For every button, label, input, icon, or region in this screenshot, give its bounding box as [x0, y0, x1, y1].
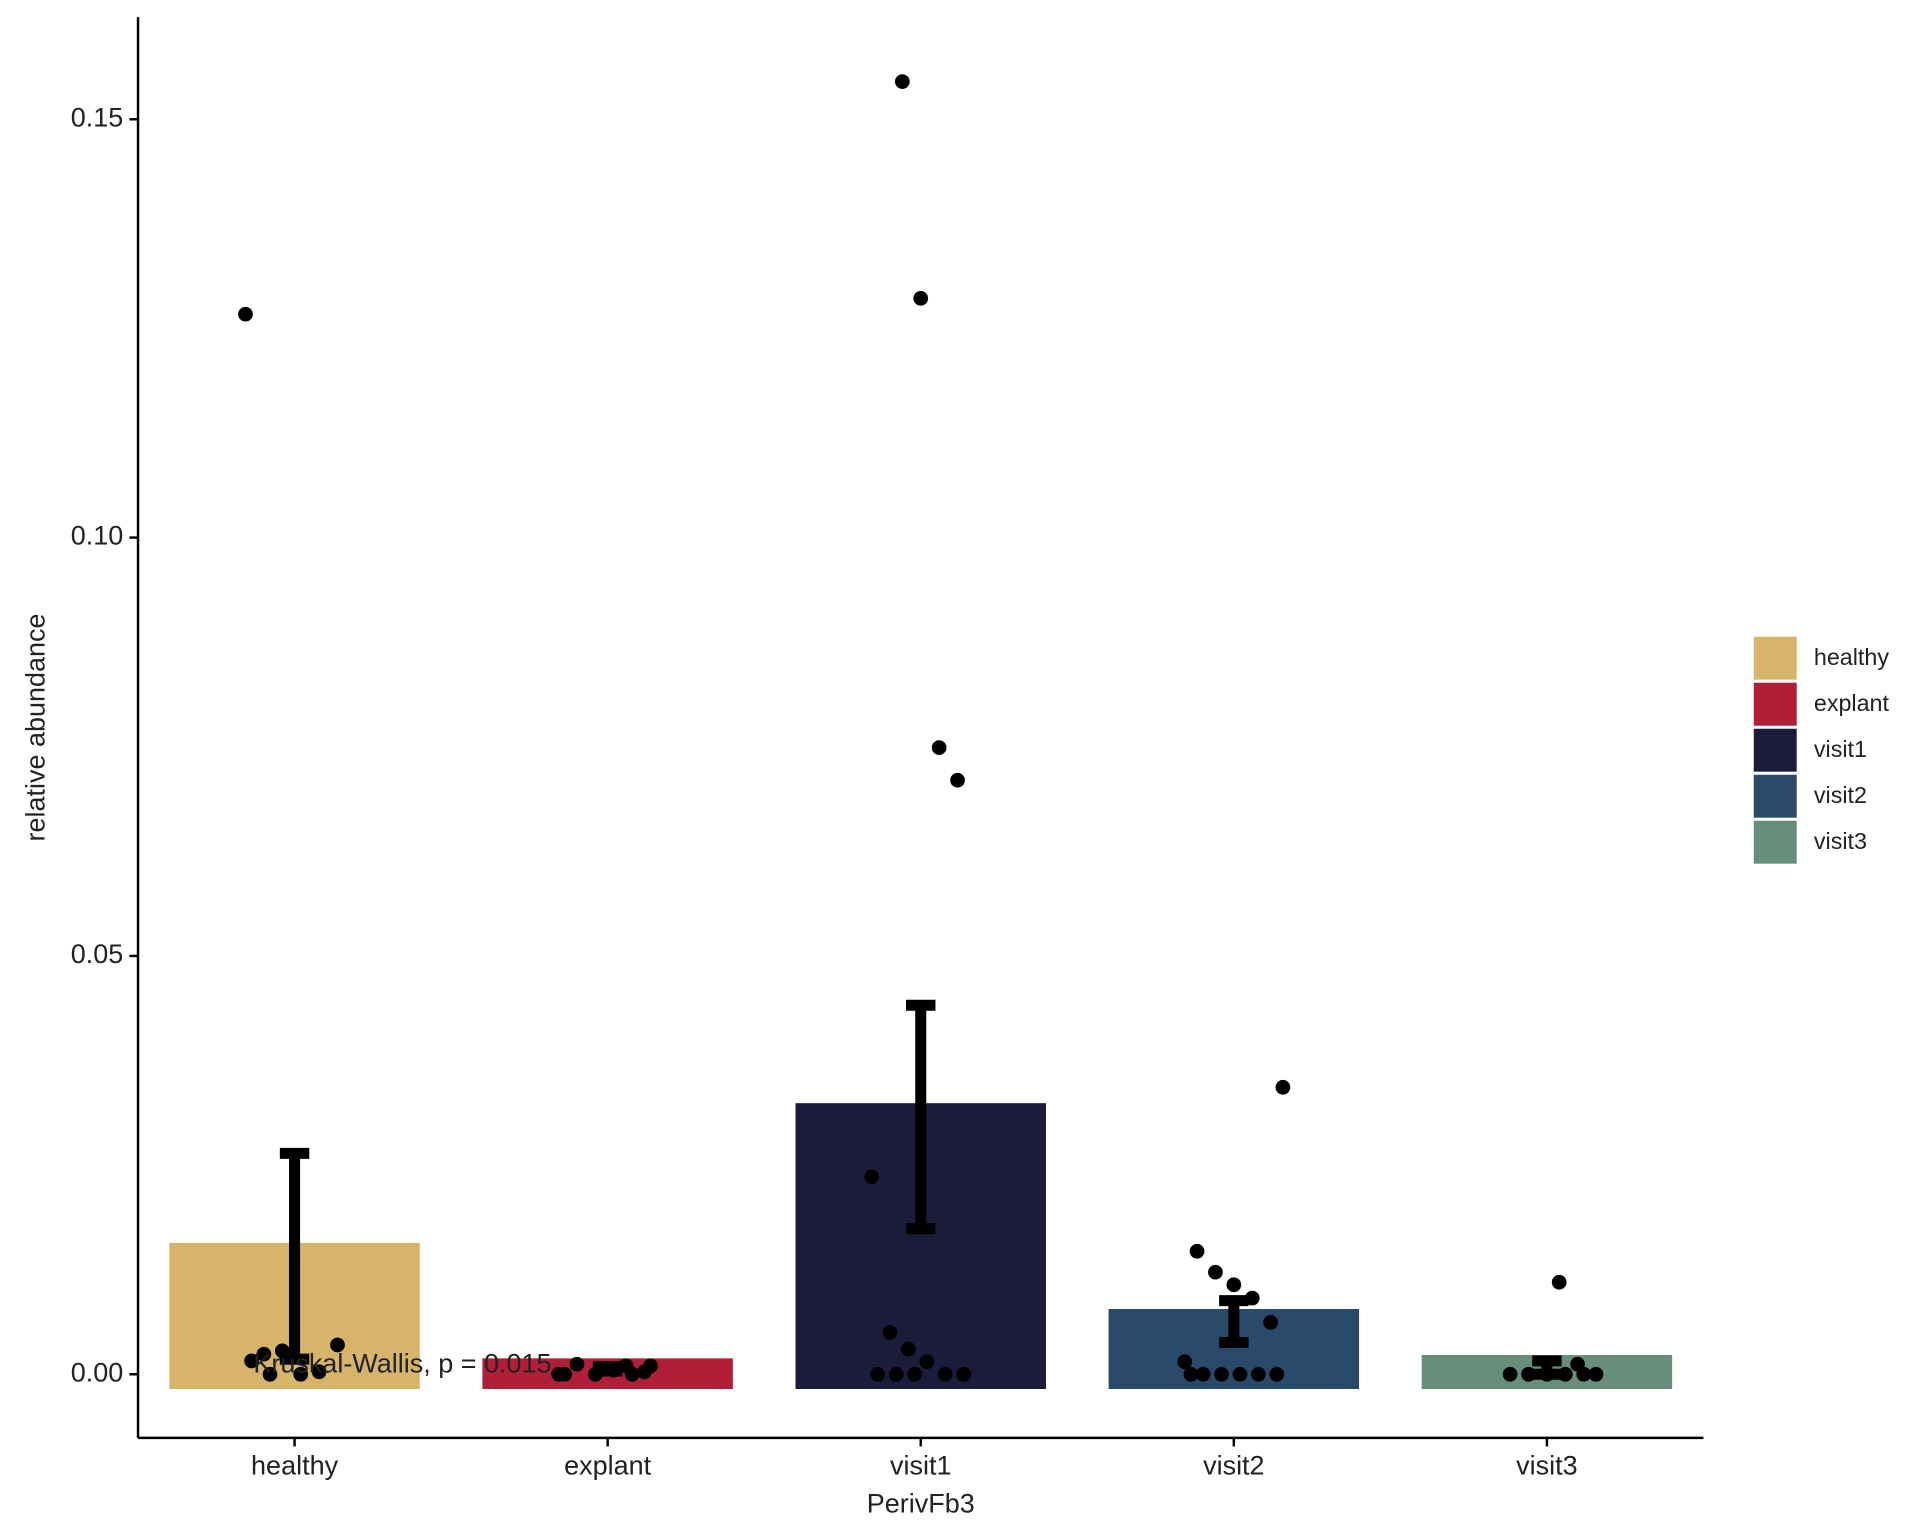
data-point — [1177, 1354, 1193, 1370]
data-point — [1269, 1366, 1285, 1382]
data-point — [274, 1343, 290, 1359]
data-point — [1195, 1366, 1211, 1382]
data-point — [1539, 1366, 1555, 1382]
legend-swatch — [1753, 728, 1797, 772]
data-point — [1244, 1290, 1260, 1306]
x-tick-label: visit3 — [1516, 1450, 1577, 1480]
data-point — [238, 306, 253, 322]
data-point — [588, 1366, 603, 1382]
data-point — [624, 1366, 640, 1382]
data-point — [882, 1325, 898, 1340]
data-point — [913, 290, 929, 306]
data-point — [1232, 1366, 1248, 1382]
data-point — [1226, 1277, 1242, 1293]
legend-swatch — [1753, 820, 1797, 864]
data-point — [330, 1337, 345, 1353]
x-tick-label: explant — [564, 1450, 652, 1480]
legend-label: visit2 — [1814, 782, 1867, 808]
data-point — [901, 1341, 916, 1357]
y-tick-label: 0.15 — [71, 102, 124, 132]
legend-swatch — [1753, 636, 1797, 680]
data-point — [1557, 1366, 1573, 1382]
data-point — [643, 1358, 658, 1374]
data-point — [888, 1366, 904, 1382]
legend-label: explant — [1814, 690, 1890, 716]
data-point — [907, 1366, 922, 1382]
data-point — [1576, 1366, 1592, 1382]
data-point — [1502, 1366, 1518, 1382]
data-point — [1183, 1366, 1199, 1382]
data-point — [1551, 1274, 1567, 1290]
legend-label: visit1 — [1814, 736, 1867, 762]
annotation: Kruskal-Wallis, p = 0.015 — [253, 1349, 551, 1379]
data-point — [1588, 1366, 1604, 1382]
data-point — [262, 1366, 278, 1382]
data-point — [293, 1366, 309, 1382]
data-point — [937, 1366, 953, 1382]
data-point — [557, 1366, 573, 1382]
data-point — [311, 1364, 327, 1380]
data-point — [1275, 1079, 1291, 1095]
data-point — [956, 1366, 972, 1382]
data-point — [1214, 1366, 1229, 1382]
x-tick-label: visit1 — [890, 1450, 951, 1480]
y-tick-label: 0.00 — [71, 1357, 124, 1387]
data-point — [1251, 1366, 1266, 1382]
data-point — [1263, 1315, 1278, 1330]
data-point — [1208, 1264, 1223, 1280]
data-point — [894, 74, 910, 89]
data-point — [256, 1346, 272, 1362]
data-point — [606, 1362, 622, 1378]
y-axis-label: relative abundance — [21, 613, 51, 841]
data-point — [870, 1366, 886, 1382]
data-point — [1521, 1366, 1536, 1382]
legend-label: visit3 — [1814, 828, 1867, 854]
data-point — [919, 1354, 935, 1370]
data-point — [1189, 1243, 1205, 1259]
data-point — [931, 740, 947, 755]
data-point — [864, 1169, 880, 1185]
data-point — [950, 772, 965, 788]
y-tick-label: 0.10 — [71, 521, 124, 551]
legend-swatch — [1753, 682, 1797, 726]
legend-swatch — [1753, 774, 1797, 818]
x-axis-label: PerivFb3 — [867, 1488, 975, 1518]
x-tick-label: healthy — [251, 1450, 339, 1480]
y-tick-label: 0.05 — [71, 939, 124, 969]
data-point — [244, 1353, 259, 1369]
data-point — [569, 1356, 585, 1372]
x-tick-label: visit2 — [1203, 1450, 1264, 1480]
legend-label: healthy — [1814, 644, 1889, 670]
